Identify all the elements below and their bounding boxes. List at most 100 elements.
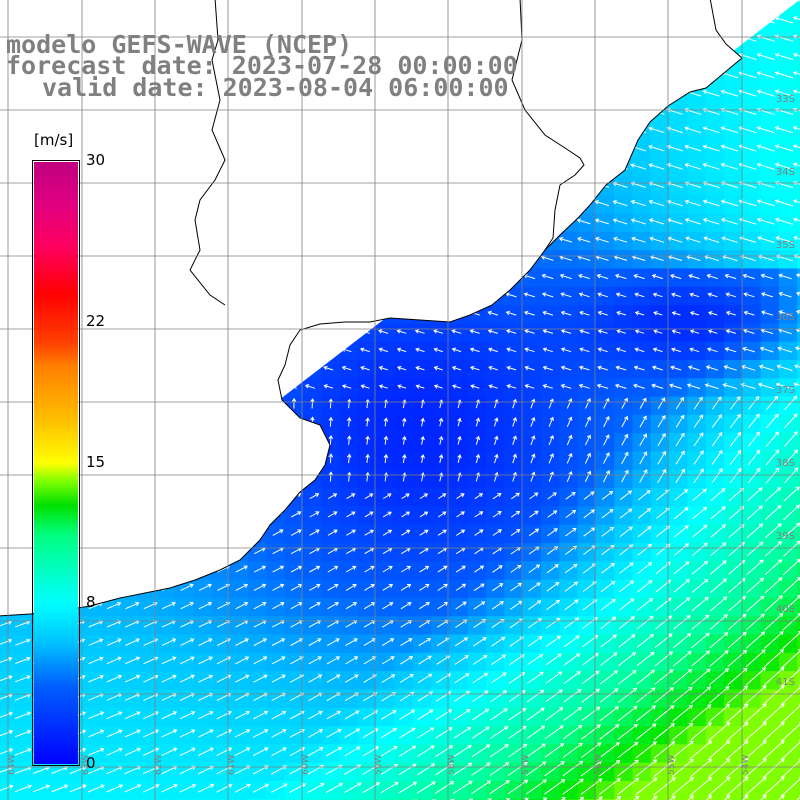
- wind-arrow: [702, 144, 720, 152]
- wind-arrow: [666, 126, 683, 134]
- wind-cell: [742, 12, 762, 32]
- wind-cell: [742, 0, 762, 13]
- wind-arrow: [711, 396, 722, 410]
- wind-arrow: [689, 347, 700, 353]
- wind-arrow: [630, 218, 646, 225]
- wind-arrow: [725, 292, 737, 298]
- wind-arrow: [630, 163, 647, 170]
- wind-arrow: [560, 310, 572, 316]
- wind-arrow: [614, 383, 627, 389]
- wind-arrow: [402, 435, 407, 445]
- wind-arrow: [723, 365, 737, 371]
- wind-arrow: [576, 218, 591, 225]
- wind-arrow: [596, 383, 609, 389]
- wind-arrow: [579, 310, 590, 316]
- wind-arrow: [693, 468, 704, 484]
- wind-arrow: [784, 413, 798, 429]
- wind-cell: [797, 707, 800, 727]
- wind-cell: [797, 48, 800, 68]
- wind-arrow: [648, 163, 665, 170]
- wind-arrow: [558, 236, 573, 243]
- wind-cell: [797, 85, 800, 105]
- wind-arrow: [756, 71, 775, 79]
- wind-arrow: [438, 417, 444, 427]
- wind-arrow: [720, 89, 739, 97]
- wind-arrow: [559, 273, 572, 280]
- wind-arrow: [594, 218, 609, 225]
- wind-arrow: [684, 126, 702, 134]
- wind-arrow: [597, 365, 608, 371]
- wind-arrow: [637, 508, 652, 519]
- wind-arrow: [706, 273, 718, 280]
- wind-arrow: [702, 89, 720, 97]
- wind-arrow: [631, 236, 646, 243]
- wind-arrow: [765, 431, 779, 447]
- wind-cell: [797, 286, 800, 306]
- wind-arrow: [566, 398, 573, 409]
- colorbar-tick-label: 30: [86, 151, 106, 169]
- wind-arrow: [597, 347, 608, 353]
- wind-arrow: [566, 416, 573, 427]
- wind-arrow: [585, 397, 591, 409]
- wind-arrow: [438, 454, 444, 464]
- wind-arrow: [378, 384, 388, 389]
- wind-cell: [797, 543, 800, 562]
- wind-arrow: [512, 417, 517, 427]
- wind-arrow: [415, 384, 425, 389]
- wind-arrow: [346, 493, 356, 500]
- wind-arrow: [621, 451, 629, 465]
- wind-arrow: [669, 383, 682, 389]
- wind-arrow: [756, 162, 775, 170]
- wind-arrow: [420, 454, 425, 463]
- wind-arrow: [757, 382, 775, 390]
- colorbar-tick-label: 22: [86, 312, 106, 330]
- wind-arrow: [657, 414, 666, 428]
- wind-arrow: [595, 236, 609, 243]
- wind-arrow: [707, 329, 718, 334]
- wind-arrow: [560, 292, 572, 298]
- wind-arrow: [621, 433, 629, 446]
- wind-arrow: [433, 329, 444, 334]
- wind-arrow: [566, 452, 573, 464]
- wind-cell: [724, 0, 743, 13]
- wind-arrow: [792, 162, 800, 170]
- wind-arrow: [720, 0, 739, 6]
- wind-cell: [797, 634, 800, 654]
- wind-arrow: [285, 365, 297, 371]
- wind-arrow: [323, 365, 334, 371]
- wind-arrow: [456, 493, 465, 500]
- wind-arrow: [346, 435, 352, 445]
- wind-arrow: [548, 416, 554, 427]
- colorbar-tick-label: 15: [86, 453, 106, 471]
- wind-cell: [0, 726, 11, 745]
- wind-arrow: [542, 384, 553, 389]
- wind-arrow: [783, 486, 800, 502]
- wind-arrow: [547, 492, 557, 500]
- wind-arrow: [729, 467, 742, 484]
- wind-arrow: [310, 398, 315, 409]
- wind-arrow: [616, 310, 627, 316]
- wind-arrow: [378, 365, 388, 371]
- wind-cell: [724, 12, 743, 32]
- wind-arrow: [469, 329, 480, 334]
- wind-arrow: [470, 384, 480, 389]
- wind-arrow: [774, 144, 794, 152]
- wind-arrow: [685, 236, 701, 243]
- wind-arrow: [506, 347, 517, 353]
- wind-arrow: [686, 383, 701, 389]
- wind-arrow: [792, 52, 800, 61]
- lon-label: 55W: [667, 755, 677, 775]
- wind-arrow: [784, 395, 798, 410]
- wind-arrow: [729, 449, 742, 466]
- wind-arrow: [583, 509, 595, 519]
- wind-arrow: [615, 365, 627, 371]
- wind-arrow: [648, 218, 665, 225]
- wind-arrow: [619, 508, 633, 519]
- wind-cell: [797, 12, 800, 32]
- wind-arrow: [743, 292, 755, 298]
- wind-arrow: [566, 434, 573, 446]
- wind-arrow: [304, 384, 316, 389]
- wind-arrow: [721, 236, 738, 243]
- wind-arrow: [487, 329, 499, 334]
- wind-cell: [797, 433, 800, 453]
